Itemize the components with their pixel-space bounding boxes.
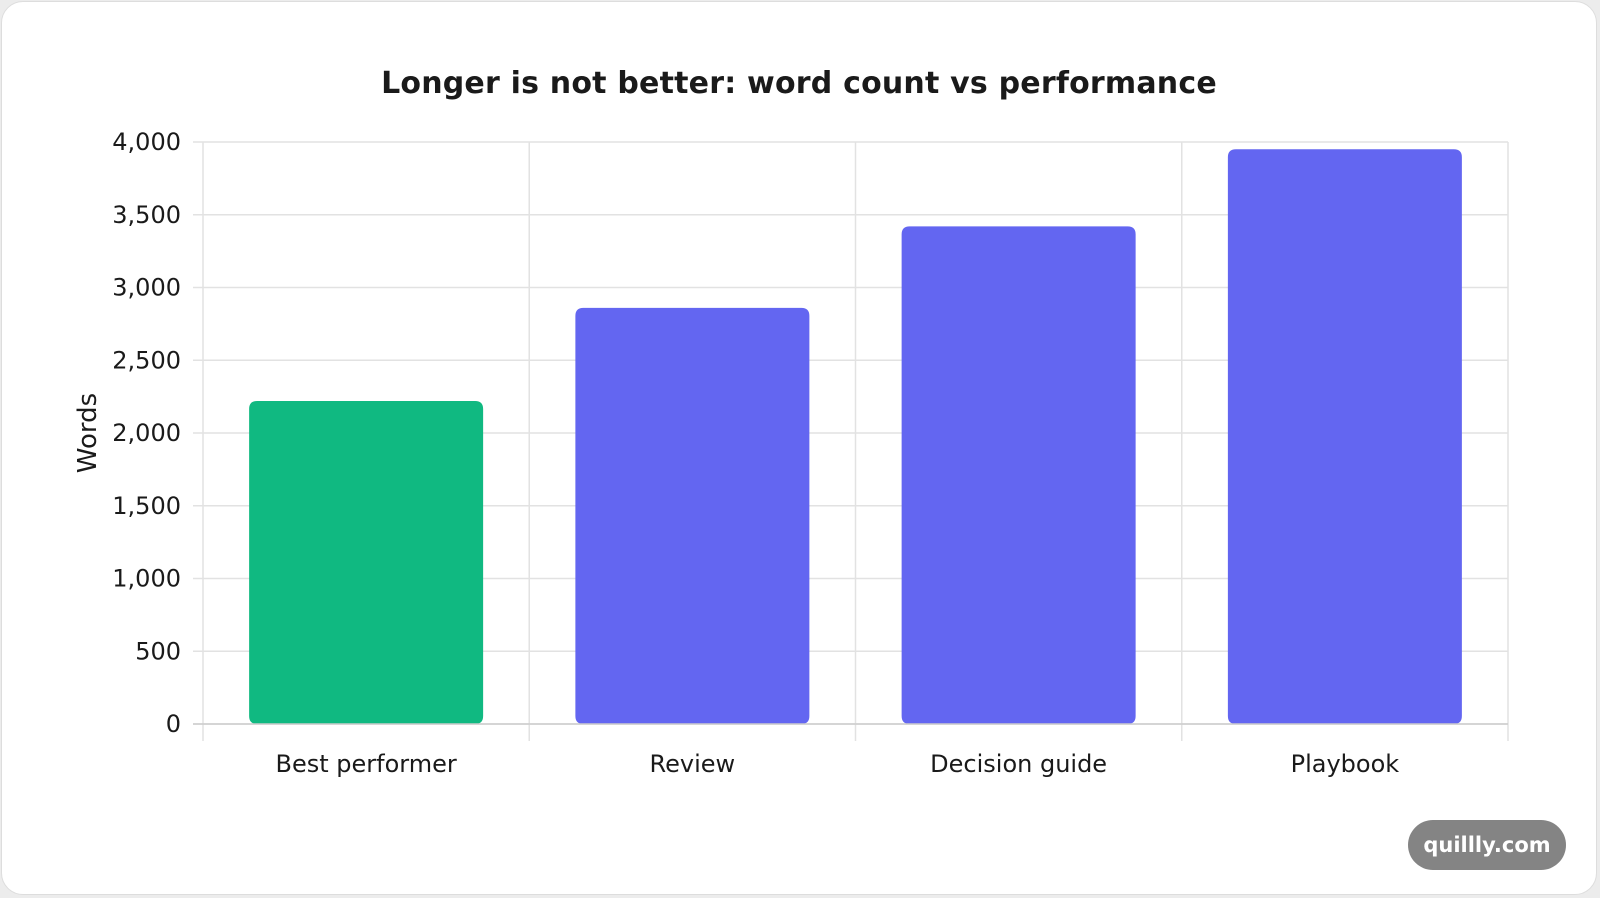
y-tick-label: 2,000 (112, 419, 181, 447)
y-tick-label: 4,000 (112, 128, 181, 156)
y-tick-label: 1,000 (112, 565, 181, 593)
y-tick-label: 2,500 (112, 346, 181, 374)
x-tick-label: Best performer (276, 750, 457, 778)
y-axis-title: Words (73, 393, 103, 473)
x-tick-label: Playbook (1291, 750, 1400, 778)
tick-labels: 0 500 1,000 1,500 2,000 2,500 3,000 3,500 4,000 B… (73, 128, 1399, 778)
y-tick-label: 500 (135, 637, 181, 665)
bar-playbook[interactable] (1227, 149, 1462, 724)
bar-best-performer[interactable] (249, 400, 484, 724)
chart-title: Longer is not better: word count vs perf… (381, 66, 1217, 101)
bar-decision-guide[interactable] (901, 226, 1136, 724)
y-tick-label: 3,000 (112, 274, 181, 302)
x-tick-label: Review (650, 750, 736, 778)
bar-review[interactable] (575, 307, 810, 724)
y-tick-label: 3,500 (112, 201, 181, 229)
x-tick-label: Decision guide (930, 750, 1107, 778)
bars (249, 149, 1462, 724)
watermark-badge[interactable]: quillly.com (1408, 820, 1566, 870)
y-tick-label: 0 (166, 710, 181, 738)
y-tick-label: 1,500 (112, 492, 181, 520)
